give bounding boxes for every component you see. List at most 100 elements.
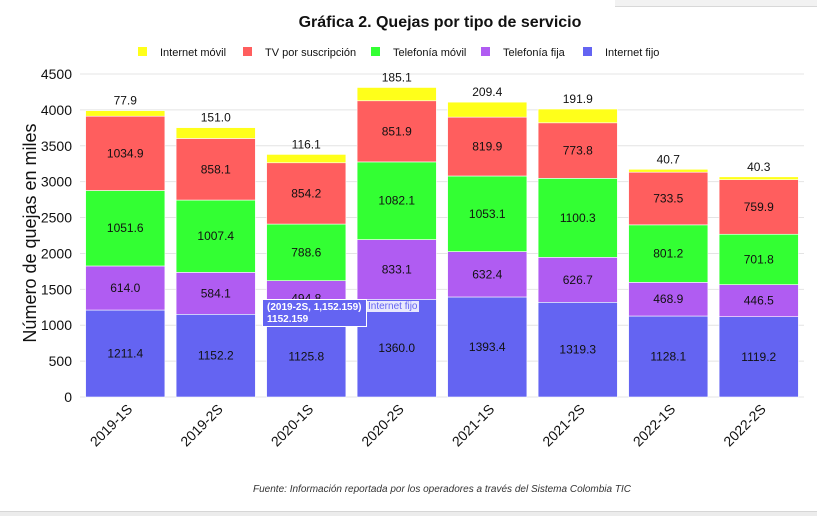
bar-segment xyxy=(447,101,528,118)
data-label: 1082.1 xyxy=(378,194,415,208)
data-label: 833.1 xyxy=(382,262,412,276)
data-label: 77.9 xyxy=(114,94,138,108)
bar-segment xyxy=(447,116,528,177)
data-label: 1034.9 xyxy=(107,146,144,160)
bar-segment xyxy=(85,115,166,191)
bars-group: 1211.4 614.0 1051.6 1034.9 77.9 1152.2 584.1 10… xyxy=(85,70,799,398)
x-tick-label: 2022-2S xyxy=(720,401,769,450)
source-note: Fuente: Información reportada por los op… xyxy=(253,484,632,495)
bar-segment xyxy=(266,223,347,281)
x-tick-label: 2021-2S xyxy=(539,401,588,450)
legend-swatch xyxy=(243,47,252,56)
bar-segment xyxy=(718,179,799,235)
bar-segment xyxy=(356,299,437,398)
data-label: 191.9 xyxy=(563,92,593,106)
x-axis-ticks: 2019-1S 2019-2S 2020-1S 2020-2S 2021-1S 2021-… xyxy=(87,401,769,450)
data-label: 40.7 xyxy=(657,152,681,166)
window-bottom-border xyxy=(0,511,817,516)
legend-label: Telefonía móvil xyxy=(393,47,466,59)
bar-segment xyxy=(537,257,618,303)
data-label: 1152.2 xyxy=(198,349,234,363)
data-label: 1051.6 xyxy=(107,221,144,235)
bar-segment xyxy=(628,168,709,173)
bar-segment xyxy=(537,122,618,179)
legend-label: Internet móvil xyxy=(160,47,226,59)
bar-segment xyxy=(628,282,709,317)
bar-segment xyxy=(628,315,709,398)
data-label: 1125.8 xyxy=(288,350,324,364)
data-label: 854.2 xyxy=(291,186,321,200)
bar-segment xyxy=(85,190,166,267)
x-tick-label: 2020-1S xyxy=(268,401,317,450)
data-label: 773.8 xyxy=(563,144,593,158)
bar-segment xyxy=(718,233,799,285)
data-label: 614.0 xyxy=(110,281,140,295)
data-label: 1319.3 xyxy=(559,343,596,357)
bar-segment xyxy=(356,100,437,163)
data-label: 185.1 xyxy=(382,70,412,84)
y-tick-label: 1000 xyxy=(41,317,72,333)
data-label: 1393.4 xyxy=(469,340,506,354)
legend-item: Internet fijo xyxy=(583,47,659,59)
data-label: 40.3 xyxy=(747,160,771,174)
bar-segment xyxy=(356,239,437,300)
y-tick-label: 500 xyxy=(49,353,73,369)
data-label: 626.7 xyxy=(563,273,593,287)
data-label: 584.1 xyxy=(201,286,231,300)
data-label: 209.4 xyxy=(472,85,502,99)
legend-item: Telefonía fija xyxy=(481,47,566,59)
data-label: 819.9 xyxy=(472,140,502,154)
bar-segment xyxy=(175,272,256,315)
legend-label: TV por suscripción xyxy=(265,47,356,59)
y-tick-label: 4000 xyxy=(41,102,72,118)
data-label: 1053.1 xyxy=(469,207,506,221)
chart-legend: Internet móvil TV por suscripción Telefoní… xyxy=(138,47,659,59)
y-axis-ticks: 0 500 1000 1500 2000 2500 3000 3500 4000 4500 xyxy=(41,66,72,405)
y-axis-label: Número de quejas en miles xyxy=(20,123,40,342)
legend-label: Internet fijo xyxy=(605,47,659,59)
data-label: 468.9 xyxy=(653,292,683,306)
bar-segment xyxy=(85,110,166,117)
data-label: 1119.2 xyxy=(741,350,776,364)
data-label: 1128.1 xyxy=(650,350,686,364)
bar-segment xyxy=(175,127,256,139)
legend-swatch xyxy=(481,47,490,56)
data-label: 446.5 xyxy=(744,294,774,308)
tooltip-series-name: Internet fijo xyxy=(366,301,420,312)
bar-segment xyxy=(447,175,528,252)
x-tick-label: 2021-1S xyxy=(449,401,498,450)
y-tick-label: 2500 xyxy=(41,210,72,226)
data-label: 1007.4 xyxy=(197,229,234,243)
data-label: 1211.4 xyxy=(107,347,143,361)
data-label: 851.9 xyxy=(382,124,412,138)
bar-segment xyxy=(537,178,618,258)
bar-segment xyxy=(718,284,799,317)
data-label: 759.9 xyxy=(744,200,774,214)
bar-segment xyxy=(447,251,528,298)
bar-segment xyxy=(266,315,347,398)
bar-segment xyxy=(718,316,799,398)
data-label: 788.6 xyxy=(291,245,321,259)
legend-label: Telefonía fija xyxy=(503,47,566,59)
bar-segment xyxy=(266,154,347,164)
chart-title: Gráfica 2. Quejas por tipo de servicio xyxy=(299,14,582,31)
y-tick-label: 4500 xyxy=(41,66,72,82)
legend-swatch xyxy=(138,47,147,56)
x-tick-label: 2020-2S xyxy=(358,401,407,450)
bar-segment xyxy=(447,296,528,398)
bar-segment xyxy=(718,176,799,180)
bar-segment xyxy=(537,302,618,398)
bar-segment xyxy=(356,87,437,102)
data-label: 733.5 xyxy=(653,192,683,206)
data-label: 151.0 xyxy=(201,111,231,125)
bar-segment xyxy=(628,224,709,283)
tooltip-value: 1152.159 xyxy=(267,314,309,325)
data-label: 1100.3 xyxy=(560,211,596,225)
data-label: 1360.0 xyxy=(378,341,415,355)
y-tick-label: 3500 xyxy=(41,138,72,154)
window-toolbar-strip xyxy=(615,0,817,7)
data-label: 858.1 xyxy=(201,162,231,176)
bar-segment xyxy=(175,199,256,273)
x-tick-label: 2022-1S xyxy=(630,401,679,450)
